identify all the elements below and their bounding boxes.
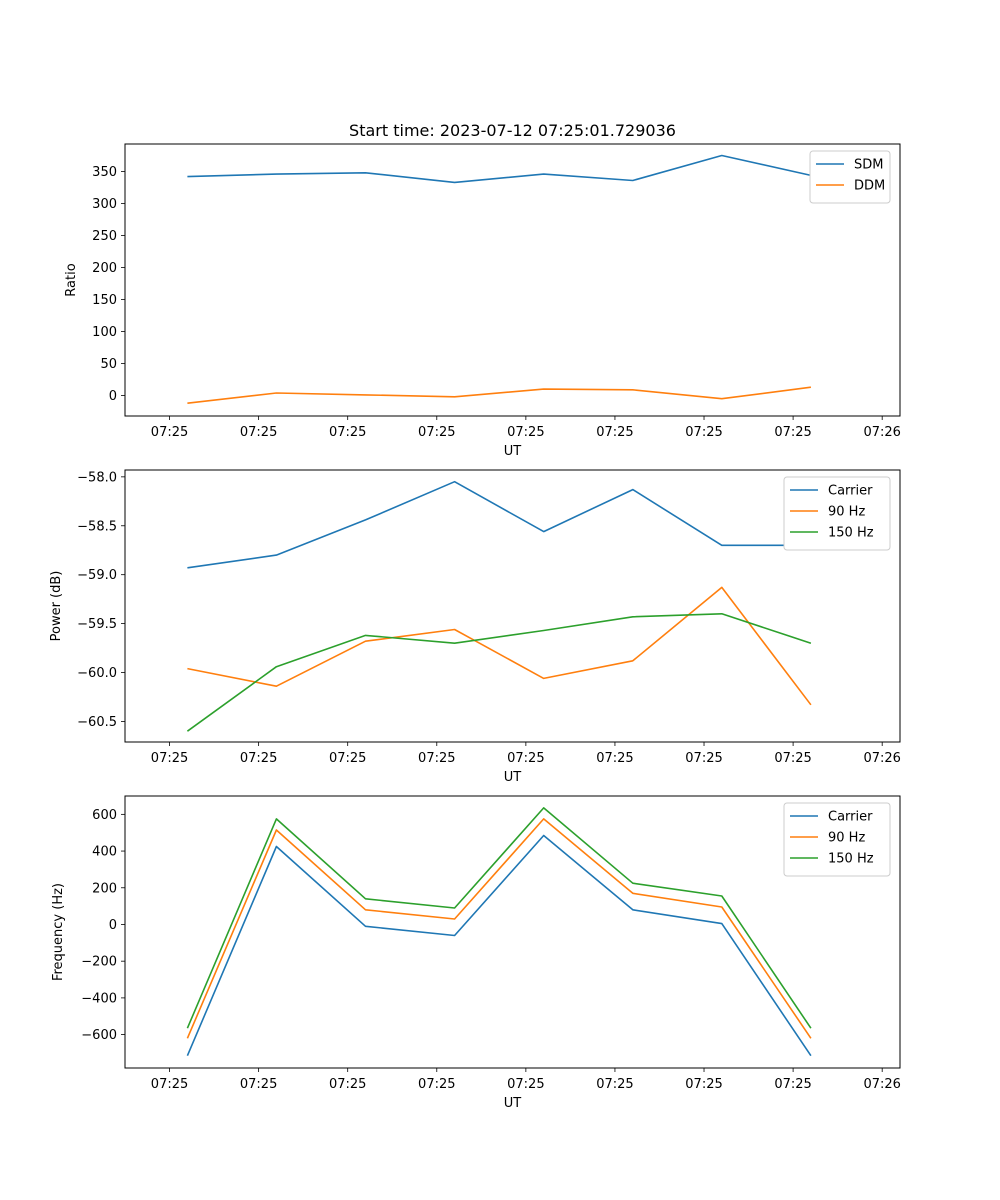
x-tick-label: 07:26: [863, 1077, 900, 1092]
y-tick-label: 0: [109, 918, 117, 933]
y-tick-label: −58.0: [77, 470, 117, 485]
legend-entry-label: 150 Hz: [828, 852, 874, 867]
y-tick-label: 50: [100, 357, 117, 372]
x-tick-label: 07:25: [507, 425, 544, 440]
axes-frame: [124, 143, 901, 417]
x-tick-label: 07:26: [863, 425, 900, 440]
x-tick-label: 07:25: [418, 1077, 455, 1092]
legend-entry-label: DDM: [854, 179, 885, 194]
y-axis-label: Power (dB): [49, 571, 64, 642]
y-tick-label: 100: [92, 325, 117, 340]
x-tick-label: 07:25: [774, 1077, 811, 1092]
x-tick-label: 07:25: [151, 751, 188, 766]
x-tick-label: 07:25: [418, 425, 455, 440]
x-tick-label: 07:25: [329, 751, 366, 766]
x-tick-label: 07:25: [329, 425, 366, 440]
x-tick-label: 07:25: [685, 751, 722, 766]
y-axis-label: Ratio: [64, 263, 79, 296]
y-tick-label: 250: [92, 229, 117, 244]
y-axis-label: Frequency (Hz): [51, 883, 66, 981]
x-tick-label: 07:25: [685, 425, 722, 440]
x-axis-label: UT: [504, 444, 522, 459]
y-tick-label: −60.5: [77, 715, 117, 730]
legend: Carrier 90 Hz 150 Hz: [783, 802, 891, 877]
y-tick-label: −600: [81, 1028, 117, 1043]
x-tick-label: 07:26: [863, 751, 900, 766]
chart-title: Start time: 2023-07-12 07:25:01.729036: [349, 121, 676, 140]
legend-entry-label: Carrier: [828, 810, 873, 825]
x-tick-label: 07:25: [151, 425, 188, 440]
y-tick-label: −60.0: [77, 666, 117, 681]
x-tick-label: 07:25: [596, 1077, 633, 1092]
y-tick-label: 0: [109, 389, 117, 404]
x-tick-label: 07:25: [685, 1077, 722, 1092]
y-tick-label: −200: [81, 955, 117, 970]
series-line-carrier: [187, 480, 811, 569]
x-tick-label: 07:25: [507, 1077, 544, 1092]
subplot-1: 07:25 07:25 07:25 07:25 07:25 07:25 07:25 07:25…: [64, 143, 901, 459]
y-tick-label: 350: [92, 165, 117, 180]
y-tick-label: 200: [92, 261, 117, 276]
series-line-150-hz: [186, 612, 812, 732]
series-line-150-hz: [186, 807, 812, 1029]
legend: SDM DDM: [809, 150, 891, 204]
y-tick-label: −58.5: [77, 519, 117, 534]
x-tick-label: 07:25: [774, 751, 811, 766]
subplot-2: 07:25 07:25 07:25 07:25 07:25 07:25 07:25 07:25…: [49, 469, 901, 785]
x-axis-label: UT: [504, 1096, 522, 1111]
x-tick-label: 07:25: [774, 425, 811, 440]
legend-entry-label: 90 Hz: [828, 831, 865, 846]
y-tick-label: 600: [92, 808, 117, 823]
axes-frame: [124, 469, 901, 743]
legend-entry-label: SDM: [854, 158, 883, 173]
y-tick-label: −59.0: [77, 568, 117, 583]
series-line-carrier: [186, 834, 812, 1057]
x-tick-label: 07:25: [596, 751, 633, 766]
y-tick-label: 300: [92, 197, 117, 212]
y-tick-label: 150: [92, 293, 117, 308]
x-axis-label: UT: [504, 770, 522, 785]
legend: Carrier 90 Hz 150 Hz: [783, 476, 891, 551]
subplot-3: 07:25 07:25 07:25 07:25 07:25 07:25 07:25 07:25…: [51, 795, 901, 1111]
x-tick-label: 07:25: [151, 1077, 188, 1092]
x-tick-label: 07:25: [329, 1077, 366, 1092]
x-tick-label: 07:25: [240, 425, 277, 440]
legend-entry-label: Carrier: [828, 484, 873, 499]
x-tick-label: 07:25: [240, 751, 277, 766]
x-tick-label: 07:25: [418, 751, 455, 766]
y-tick-label: 400: [92, 845, 117, 860]
series-line-ddm: [187, 386, 812, 404]
series-line-sdm: [187, 154, 812, 184]
x-tick-label: 07:25: [507, 751, 544, 766]
y-tick-label: 200: [92, 881, 117, 896]
legend-entry-label: 150 Hz: [828, 526, 874, 541]
x-tick-label: 07:25: [240, 1077, 277, 1092]
legend-entry-label: 90 Hz: [828, 505, 865, 520]
series-line-90-hz: [187, 586, 812, 706]
x-tick-label: 07:25: [596, 425, 633, 440]
y-tick-label: −59.5: [77, 617, 117, 632]
axes-frame: [124, 795, 901, 1069]
series-line-90-hz: [186, 818, 812, 1039]
y-tick-label: −400: [81, 991, 117, 1006]
